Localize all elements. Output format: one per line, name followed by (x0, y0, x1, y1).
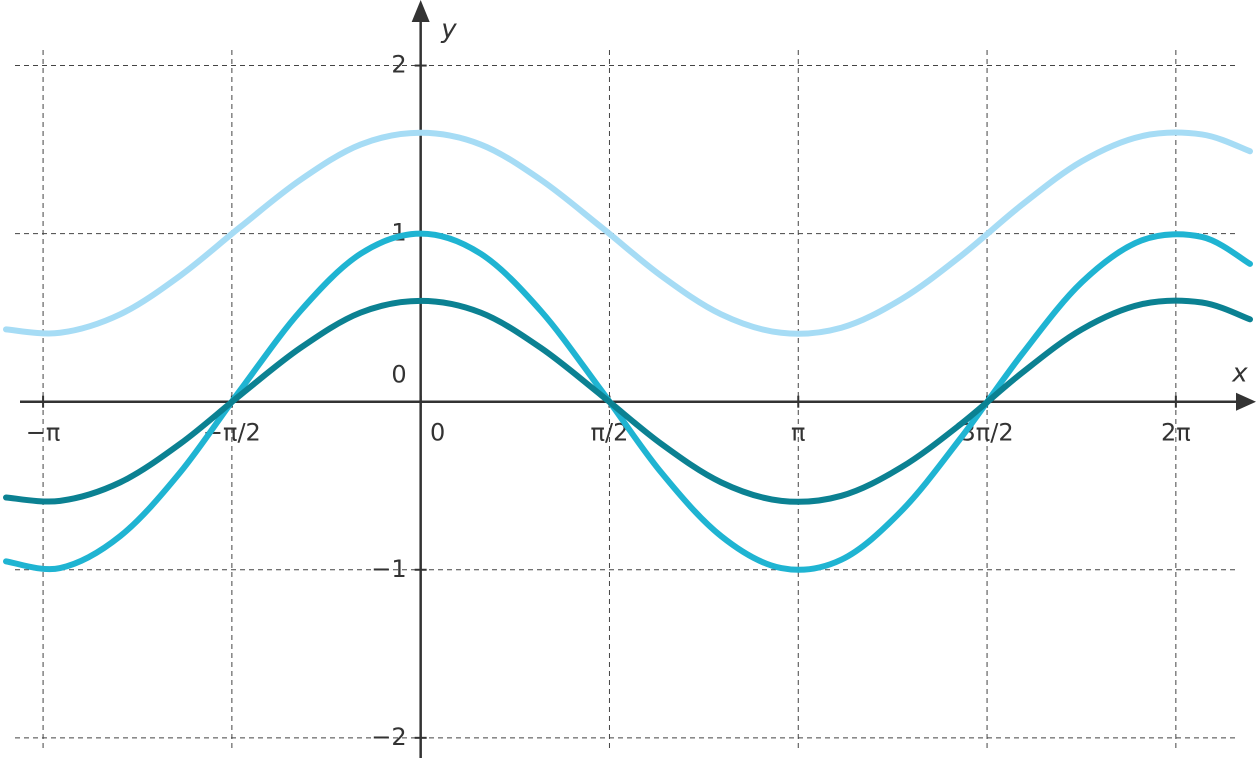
curve (3, 230, 1253, 573)
x-axis-arrow (1236, 392, 1256, 411)
y-axis-arrow (411, 0, 430, 22)
curve (3, 129, 1253, 337)
x-axis-label: x (1231, 359, 1248, 389)
x-tick-label: π (791, 419, 805, 447)
y-tick-label: −2 (371, 723, 406, 751)
curve (3, 297, 1253, 505)
y-tick-label: −1 (371, 555, 406, 583)
y-tick-label: 0 (391, 361, 406, 389)
x-tick-label: −π (26, 419, 61, 447)
x-tick-label: 2π (1161, 419, 1191, 447)
x-tick-label: 0 (430, 419, 445, 447)
y-axis-label: y (440, 15, 457, 45)
y-tick-label: 2 (391, 51, 406, 79)
